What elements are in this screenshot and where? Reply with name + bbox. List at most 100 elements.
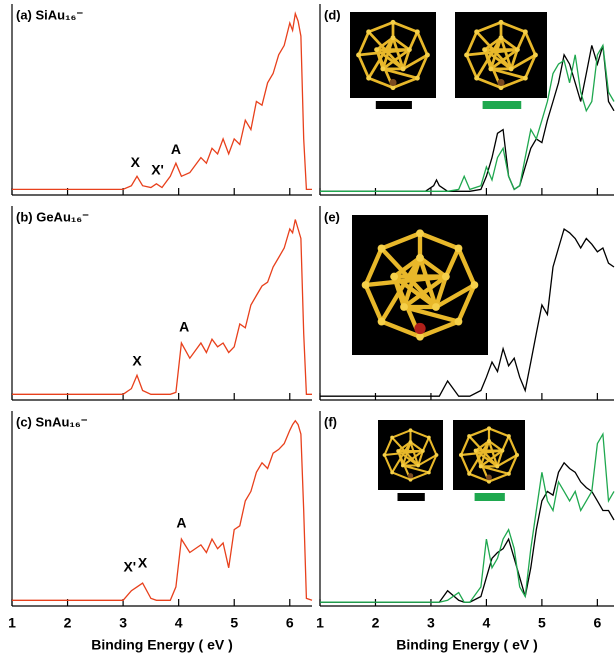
- atom: [515, 47, 520, 52]
- atom: [427, 436, 431, 440]
- dopant-atom: [486, 474, 492, 480]
- atom: [415, 76, 420, 81]
- atom: [474, 29, 479, 34]
- atom: [507, 472, 511, 476]
- atom: [442, 273, 450, 281]
- atom: [432, 303, 440, 311]
- atom: [474, 76, 479, 81]
- peak-label: X: [132, 353, 142, 369]
- atom: [366, 76, 371, 81]
- atom: [467, 472, 471, 476]
- x-tick-label: 5: [538, 615, 546, 631]
- atom: [421, 449, 425, 453]
- atom: [416, 229, 424, 237]
- x-tick-label: 3: [119, 615, 127, 631]
- atom: [409, 428, 413, 432]
- atom: [470, 281, 478, 289]
- dopant-atom: [408, 473, 413, 478]
- atom: [523, 29, 528, 34]
- panel-title: (e): [324, 209, 340, 224]
- panel-title: (c) SnAu₁₆⁻: [16, 414, 88, 429]
- x-tick-label: 6: [593, 615, 601, 631]
- atom: [391, 35, 396, 40]
- atom: [515, 453, 519, 457]
- atom: [500, 449, 504, 453]
- atom: [487, 439, 491, 443]
- peak-label: A: [176, 515, 186, 531]
- atom: [482, 47, 487, 52]
- atom: [509, 66, 514, 71]
- atom: [416, 254, 424, 262]
- atom: [415, 29, 420, 34]
- atom: [383, 453, 387, 457]
- atom: [523, 76, 528, 81]
- atom: [435, 453, 439, 457]
- atom: [378, 245, 386, 253]
- atom: [507, 434, 511, 438]
- atom: [479, 464, 483, 468]
- panel-title: (f): [324, 414, 337, 429]
- atom: [474, 449, 478, 453]
- atom: [459, 453, 463, 457]
- atom: [380, 66, 385, 71]
- dopant-atom: [497, 79, 504, 86]
- atom: [401, 464, 405, 468]
- peak-label: X': [123, 559, 136, 575]
- x-tick-label: 2: [372, 615, 380, 631]
- atom: [495, 464, 499, 468]
- panel-title: (d): [324, 7, 341, 22]
- atom: [400, 303, 408, 311]
- atom: [390, 273, 398, 281]
- x-tick-label: 3: [427, 615, 435, 631]
- structure-key: [376, 101, 412, 109]
- atom: [391, 20, 396, 25]
- spectrum-line: [12, 220, 312, 395]
- peak-label: A: [171, 141, 181, 157]
- panel-title: (b) GeAu₁₆⁻: [16, 209, 89, 224]
- atom: [467, 434, 471, 438]
- atom: [487, 426, 491, 430]
- spectrum-line: [12, 421, 312, 601]
- x-tick-label: 6: [286, 615, 294, 631]
- atom: [396, 449, 400, 453]
- x-tick-label: 1: [316, 615, 324, 631]
- figure: (a) SiAu₁₆⁻XX'A(b) GeAu₁₆⁻XA123456Bindin…: [0, 0, 616, 659]
- structure-key: [475, 493, 505, 501]
- atom: [374, 47, 379, 52]
- atom: [401, 66, 406, 71]
- atom: [427, 471, 431, 475]
- atom: [416, 464, 420, 468]
- structure-key: [398, 493, 425, 501]
- atom: [499, 35, 504, 40]
- panel-title: (a) SiAu₁₆⁻: [16, 7, 83, 22]
- x-axis-label: Binding Energy ( eV ): [91, 637, 233, 653]
- structure-key: [483, 101, 522, 109]
- atom: [356, 53, 361, 58]
- atom: [409, 440, 413, 444]
- atom: [533, 53, 538, 58]
- peak-label: A: [179, 319, 189, 335]
- x-axis-label: Binding Energy ( eV ): [396, 637, 538, 653]
- dopant-atom: [414, 323, 425, 334]
- x-tick-label: 4: [175, 615, 183, 631]
- x-tick-label: 2: [64, 615, 72, 631]
- atom: [390, 436, 394, 440]
- atom: [455, 318, 463, 326]
- atom: [499, 20, 504, 25]
- atom: [366, 29, 371, 34]
- atom: [362, 281, 370, 289]
- dopant-atom: [389, 79, 396, 86]
- atom: [390, 471, 394, 475]
- peak-label: X: [131, 154, 141, 170]
- atom: [378, 318, 386, 326]
- atom: [407, 47, 412, 52]
- atom: [488, 66, 493, 71]
- x-tick-label: 4: [483, 615, 491, 631]
- atom: [464, 53, 469, 58]
- atom: [425, 53, 430, 58]
- x-tick-label: 5: [230, 615, 238, 631]
- atom: [455, 245, 463, 253]
- peak-label: X: [138, 555, 148, 571]
- x-tick-label: 1: [8, 615, 16, 631]
- peak-label: X': [151, 161, 164, 177]
